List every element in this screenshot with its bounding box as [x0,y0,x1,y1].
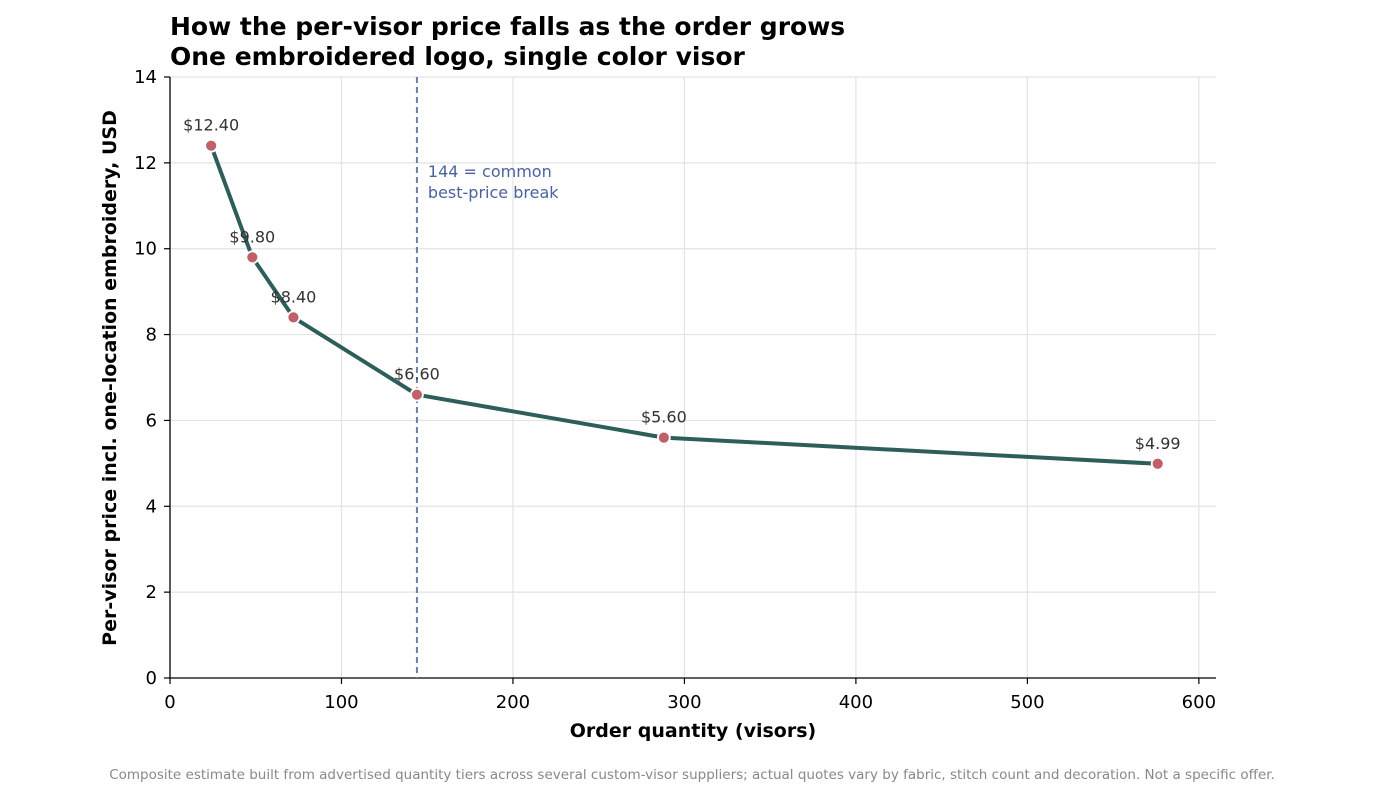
y-tick-label: 6 [146,410,157,431]
data-point [204,138,219,153]
data-label: $4.99 [1135,434,1181,453]
series-group [204,138,1165,471]
x-tick-label: 600 [1182,692,1216,713]
data-label: $12.40 [183,116,239,135]
data-point [245,250,260,265]
y-tick-label: 4 [146,496,157,517]
data-point [410,387,424,402]
x-tick-label: 100 [324,692,358,713]
x-tick-label: 500 [1010,692,1044,713]
x-tick-label: 200 [496,692,530,713]
x-tick-label: 300 [667,692,701,713]
axes: 0 100 200 300 400 500 600 0 2 4 6 8 10 12 14 [134,67,1216,713]
data-labels-group: $12.40 $9.80 $8.40 $6.60 $5.60 $4.99 [183,116,1180,453]
data-label: $5.60 [641,408,687,427]
data-point [1150,456,1165,471]
y-tick-label: 14 [134,67,157,88]
grid [170,76,1216,678]
y-tick-label: 8 [146,325,157,346]
x-tick-label: 0 [164,692,175,713]
reference-annotation-line2: best-price break [428,183,559,202]
data-label: $6.60 [394,365,440,384]
chart-title: How the per-visor price falls as the ord… [170,12,845,41]
x-axis-label: Order quantity (visors) [570,720,816,742]
data-point [286,310,301,325]
x-tick-label: 400 [839,692,873,713]
price-series-line [209,143,1160,466]
chart-subtitle: One embroidered logo, single color visor [170,42,746,71]
y-axis-label: Per-visor price incl. one-location embro… [99,110,121,646]
y-tick-label: 12 [134,153,157,174]
data-label: $8.40 [271,287,317,306]
reference-annotation-line1: 144 = common [428,162,552,181]
y-tick-label: 0 [146,668,157,689]
reference-line-group: 144 = common best-price break [415,77,559,678]
y-tick-label: 2 [146,582,157,603]
data-label: $9.80 [229,227,275,246]
data-point [656,430,671,445]
footer-note: Composite estimate built from advertised… [109,767,1275,783]
y-tick-label: 10 [134,239,157,260]
